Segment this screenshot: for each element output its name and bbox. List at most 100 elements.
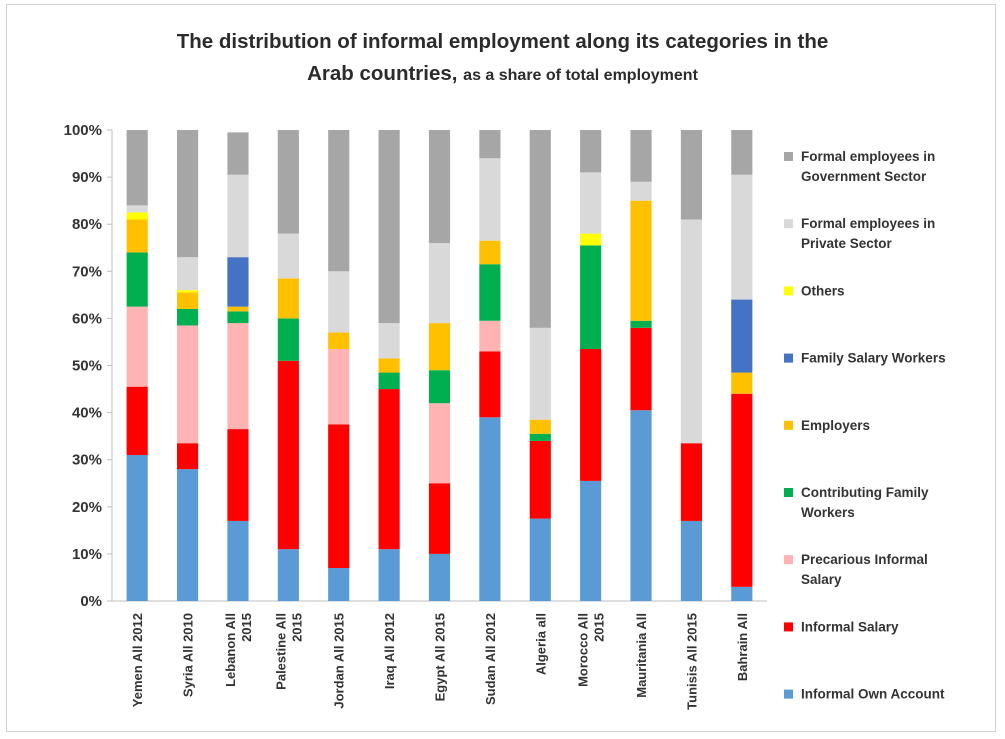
legend-label: Contributing Family	[801, 485, 929, 500]
y-tick-label: 20%	[72, 499, 102, 516]
bar-segment	[580, 130, 602, 173]
bar-segment	[126, 386, 148, 455]
legend-label: Precarious Informal	[801, 552, 928, 567]
bar-segment	[328, 568, 350, 601]
bar-segment	[378, 372, 400, 390]
bar-segment	[428, 483, 451, 554]
bar-segment	[731, 130, 753, 175]
bar-segment	[479, 264, 501, 321]
bar-segment	[479, 320, 501, 352]
bar-segment	[328, 424, 350, 569]
bar-segment	[731, 174, 753, 300]
legend-label: Private Sector	[801, 236, 893, 251]
bar-segment	[378, 130, 400, 324]
y-tick-label: 0%	[80, 593, 102, 610]
bar-segment	[277, 233, 299, 279]
bar-segment	[529, 440, 551, 519]
legend-label: Employers	[801, 418, 870, 433]
legend-label: Government Sector	[801, 169, 927, 184]
bar-segment	[227, 257, 249, 307]
category-label: Mauritania All	[634, 613, 649, 698]
bar-segment	[328, 130, 350, 272]
chart-title-line2-text: Arab countries,	[307, 62, 458, 85]
bar-segment	[126, 130, 148, 206]
category-label: Palestine All	[273, 613, 288, 690]
bar-segment	[227, 429, 249, 521]
bar-segment	[479, 130, 501, 159]
bar-segment	[580, 480, 602, 601]
bar-segment	[680, 520, 703, 601]
chart-title-line1: The distribution of informal employment …	[176, 30, 829, 53]
bar-segment	[277, 278, 299, 319]
bar-segment	[529, 130, 551, 328]
bar-segment	[731, 586, 753, 601]
category-label: Bahrain All	[735, 613, 750, 681]
legend-label: Salary	[801, 572, 842, 587]
bar-segment	[126, 205, 148, 213]
chart-subtitle: as a share of total employment	[463, 67, 698, 84]
category-label: Lebanon All	[223, 613, 238, 687]
bar-segment	[378, 323, 400, 359]
bar-segment	[428, 553, 451, 601]
bar-segment	[479, 351, 501, 418]
bar-segment	[428, 403, 451, 484]
bar-segment	[479, 240, 501, 265]
bar-segment	[428, 323, 451, 371]
bar-segment	[630, 410, 652, 601]
legend-swatch	[784, 219, 793, 229]
bar-segment	[227, 520, 249, 601]
y-tick-label: 80%	[72, 216, 102, 233]
bar-segment	[378, 549, 400, 601]
chart-frame	[6, 4, 996, 732]
legend-swatch	[784, 420, 793, 430]
bar-segment	[176, 325, 199, 444]
bar-segment	[176, 290, 199, 293]
bar-segment	[428, 130, 451, 244]
y-tick-label: 10%	[72, 546, 102, 563]
legend-label: Workers	[801, 505, 855, 520]
bar-segment	[126, 454, 148, 601]
bar-segment	[378, 358, 400, 373]
bar-segment	[126, 252, 148, 307]
bar-segment	[328, 349, 350, 425]
legend-swatch	[784, 689, 793, 699]
chart-title-line2: Arab countries, as a share of total empl…	[0, 58, 1005, 92]
legend-swatch	[784, 555, 793, 565]
category-label: Morocco All	[576, 613, 591, 687]
bar-segment	[227, 323, 249, 430]
bar-segment	[227, 306, 249, 312]
bar-segment	[227, 311, 249, 324]
category-label: Iraq All 2012	[382, 613, 397, 689]
bar-segment	[378, 389, 400, 550]
bar-segment	[680, 130, 703, 220]
bar-segment	[630, 130, 652, 182]
legend-label: Informal Own Account	[801, 687, 945, 702]
bar-segment	[176, 443, 199, 470]
bar-segment	[176, 130, 199, 258]
bar-segment	[580, 233, 602, 246]
bar-segment	[176, 308, 199, 326]
bar-segment	[227, 132, 249, 175]
bar-segment	[277, 318, 299, 361]
bar-segment	[277, 360, 299, 550]
bar-segment	[428, 243, 451, 324]
category-label: Tunisis All 2015	[684, 613, 699, 710]
y-tick-label: 90%	[72, 169, 102, 186]
y-tick-label: 100%	[64, 122, 102, 139]
bar-segment	[176, 469, 199, 601]
bar-segment	[328, 332, 350, 350]
category-label: Jordan All 2015	[332, 613, 347, 709]
chart-title: The distribution of informal employment …	[0, 26, 1005, 92]
legend-swatch	[784, 622, 793, 632]
bar-segment	[126, 219, 148, 253]
legend-swatch	[784, 152, 793, 161]
bar-segment	[731, 372, 753, 394]
bar-segment	[731, 299, 753, 373]
bar-segment	[227, 174, 249, 258]
bar-segment	[529, 419, 551, 434]
bar-segment	[630, 320, 652, 328]
category-label: 2015	[592, 613, 607, 642]
bar-segment	[126, 212, 148, 220]
bar-segment	[580, 172, 602, 234]
bar-segment	[580, 349, 602, 481]
